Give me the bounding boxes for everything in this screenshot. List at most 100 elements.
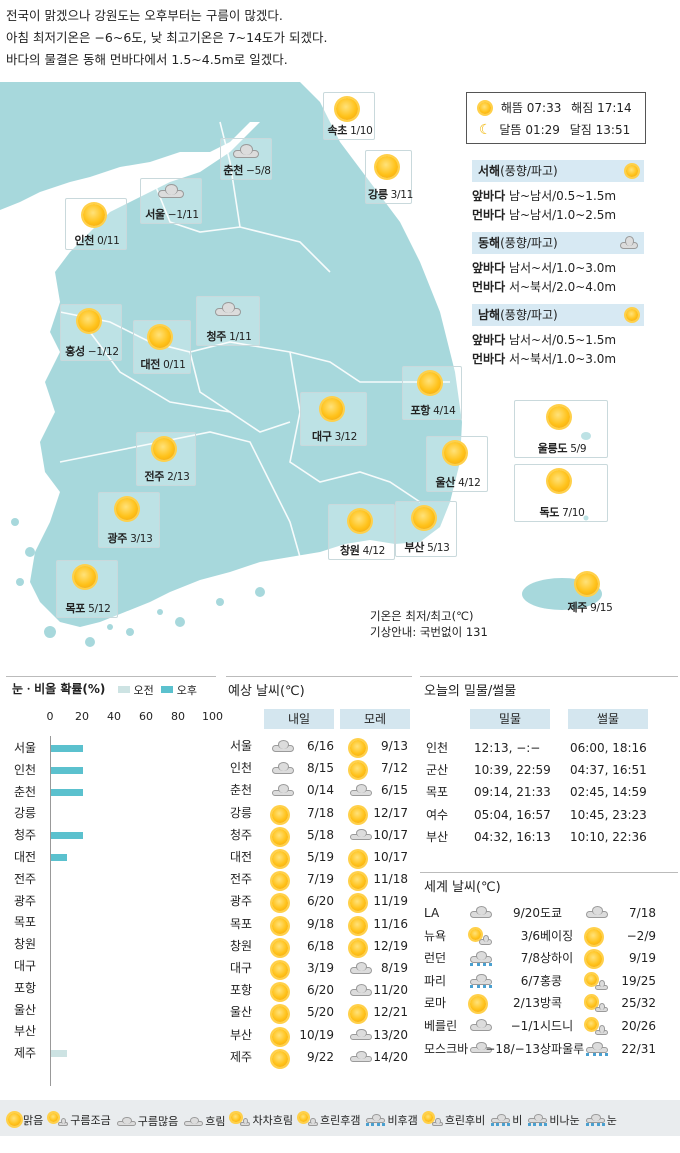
- precip-bar-am: [51, 1050, 67, 1058]
- precip-city: 청주: [14, 828, 37, 843]
- legend-item: 비후갬: [366, 1112, 418, 1128]
- precip-city: 창원: [14, 937, 37, 952]
- cloud-icon: [350, 1050, 372, 1063]
- world-temp: 3/6: [520, 928, 540, 943]
- world-temp: 19/25: [621, 973, 656, 988]
- legend-item: 차차흐림: [231, 1112, 293, 1128]
- precip-bar-pm: [51, 766, 83, 774]
- world-city: 뉴욕: [424, 928, 447, 943]
- forecast-col-dayafter: 모레: [340, 709, 410, 729]
- city-temp: 7/10: [559, 507, 585, 519]
- world-temp: 25/32: [621, 996, 656, 1011]
- forecast-city: 대구: [230, 961, 253, 975]
- rain-snow-icon: [528, 1113, 548, 1126]
- city-temp: −5/8: [243, 165, 271, 177]
- sun-icon: [272, 873, 288, 890]
- pm-label: 오후: [176, 684, 197, 697]
- city-대전: 대전 0/11: [133, 320, 191, 374]
- forecast-city: 청주: [230, 827, 253, 842]
- world-city: 홍콩: [540, 973, 563, 988]
- sea-line-value: 남~남서/0.5~1.5m: [508, 189, 617, 203]
- world-city: 베를린: [424, 1019, 458, 1033]
- world-city: 파리: [424, 973, 447, 988]
- cloud-icon: [350, 828, 372, 841]
- precip-axis: [50, 736, 51, 1086]
- sun-icon: [470, 996, 486, 1013]
- world-temp: 22/31: [621, 1041, 656, 1056]
- world-city: 방콕: [540, 996, 563, 1011]
- city-포항: 포항 4/14: [402, 366, 462, 420]
- sun-cloud-icon: [49, 1113, 69, 1126]
- sun-cloud-icon: [586, 973, 608, 990]
- sun-icon: [586, 928, 602, 945]
- sun-cloud-icon: [231, 1113, 251, 1126]
- sea-title: 동해: [478, 236, 501, 250]
- sun-icon: [586, 951, 602, 968]
- sun-cloud-icon: [470, 928, 492, 945]
- moon-icon: ☾: [479, 122, 492, 138]
- forecast-temp-dayafter: 7/12: [381, 761, 408, 776]
- cloud-icon: [470, 1041, 492, 1054]
- forecast-temp-dayafter: 12/17: [373, 805, 408, 820]
- tide-low: 10:45, 23:23: [570, 807, 647, 822]
- cloud-icon: [350, 1028, 372, 1041]
- cloud-rain-icon: [470, 973, 492, 989]
- am-swatch: [118, 686, 130, 693]
- forecast-city: 제주: [230, 1049, 253, 1064]
- precip-city: 광주: [14, 893, 37, 908]
- forecast-temp-dayafter: 6/15: [381, 783, 408, 798]
- sun-icon: [548, 470, 570, 492]
- sea-line-label: 앞바다: [472, 189, 506, 203]
- city-name: 포항: [410, 404, 431, 417]
- world-temp: −1/1: [510, 1019, 540, 1033]
- world-city: 시드니: [540, 1019, 574, 1033]
- sunset-label: 해짐: [571, 101, 594, 115]
- forecast-temp-dayafter: 11/18: [373, 872, 408, 887]
- sun-icon: [116, 498, 138, 520]
- legend-item: 흐림: [184, 1113, 225, 1129]
- sun-icon: [626, 165, 638, 177]
- moonrise-time: 01:29: [525, 123, 560, 137]
- forecast-temp-dayafter: 14/20: [373, 1049, 408, 1064]
- tide-low: 06:00, 18:16: [570, 741, 647, 755]
- tide-low: 02:45, 14:59: [570, 785, 647, 800]
- precip-tick: 0: [46, 710, 54, 723]
- city-name: 울릉도: [537, 442, 568, 455]
- cloud-icon: [350, 962, 372, 974]
- legend-label: 맑음: [23, 1113, 44, 1127]
- city-temp: 5/9: [567, 443, 587, 455]
- forecast-temp-dayafter: 12/19: [373, 938, 408, 953]
- headline-2: 아침 최저기온은 −6~6도, 낮 최고기온은 7~14도가 되겠다.: [6, 30, 328, 45]
- city-홍성: 홍성 −1/12: [60, 304, 122, 361]
- city-독도: 독도 7/10: [514, 464, 608, 522]
- legend-label: 흐린후비: [444, 1113, 486, 1127]
- precip-city: 전주: [14, 871, 37, 886]
- sun-icon: [350, 895, 366, 912]
- map-note: 기온은 최저/최고(℃) 기상안내: 국번없이 131: [370, 608, 488, 640]
- world-temp: 6/7: [520, 973, 540, 988]
- cloud-dark-icon: [184, 1116, 204, 1127]
- sea-title: 남해: [478, 308, 501, 322]
- tide-city: 인천: [426, 741, 449, 755]
- sea-line-value: 서~북서/2.0~4.0m: [508, 280, 617, 294]
- sun-icon: [74, 566, 96, 588]
- forecast-city: 춘천: [230, 783, 253, 798]
- forecast-temp-dayafter: 11/19: [373, 894, 408, 909]
- sun-icon: [78, 310, 100, 332]
- world-city: 상하이: [540, 951, 574, 966]
- city-name: 독도: [539, 506, 560, 519]
- world-temp: −2/9: [626, 928, 656, 943]
- forecast-temp-dayafter: 10/17: [373, 827, 408, 842]
- moonset-time: 13:51: [595, 123, 631, 137]
- cloud-icon: [233, 144, 259, 159]
- city-name: 울산: [435, 476, 456, 489]
- world-temp: 20/26: [621, 1019, 656, 1033]
- sunrise-time: 07:33: [526, 101, 562, 115]
- cloud-icon: [272, 762, 294, 774]
- forecast-temp-tomorrow: 6/20: [307, 983, 334, 998]
- sea-sub: (풍향/파고): [500, 164, 558, 178]
- sun-icon: [350, 939, 366, 956]
- forecast-temp-tomorrow: 7/18: [307, 805, 334, 820]
- sunrise-label: 해뜸: [500, 101, 523, 115]
- sea-line-value: 남서~서/0.5~1.5m: [508, 333, 617, 347]
